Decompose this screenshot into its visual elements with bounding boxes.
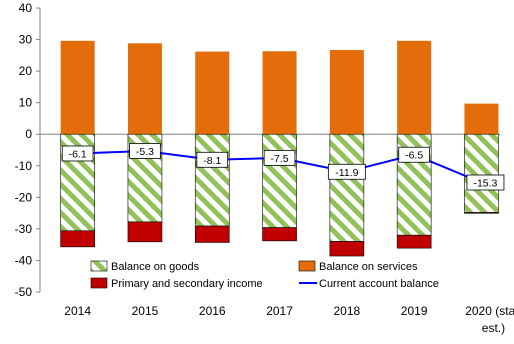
legend-swatch [90, 277, 108, 289]
y-tick-label: -50 [15, 285, 33, 299]
bar-services [60, 40, 95, 135]
legend: Balance on goods Balance on services Prima… [90, 260, 439, 290]
x-tick-label: est.) [482, 321, 505, 335]
bar-services [262, 51, 297, 135]
y-tick-label: -40 [15, 253, 33, 267]
data-label: -7.5 [271, 153, 289, 165]
y-tick-label: 0 [25, 127, 32, 141]
bar-primary-secondary [464, 212, 499, 214]
bar-services [397, 40, 432, 135]
y-tick-label: 30 [19, 33, 33, 47]
y-tick-label: -10 [15, 159, 33, 173]
y-tick-label: -20 [15, 190, 33, 204]
data-label-box [263, 149, 296, 166]
data-label: -11.9 [335, 167, 358, 179]
data-label: -15.3 [473, 178, 497, 190]
legend-label: Primary and secondary income [111, 278, 263, 290]
x-tick-label: 2020 (staff [465, 304, 514, 318]
bar-goods [329, 133, 365, 242]
data-label: -6.5 [405, 150, 423, 162]
bar-primary-secondary [194, 225, 230, 243]
y-tick-label: 40 [19, 1, 33, 15]
x-tick-label: 2014 [64, 304, 91, 318]
bar-layer [60, 40, 499, 257]
data-label-box [129, 143, 161, 159]
bar-services [195, 51, 230, 135]
bar-primary-secondary [329, 241, 365, 257]
bar-goods [262, 133, 297, 228]
legend-label: Balance on goods [111, 261, 200, 273]
legend-swatch [90, 260, 108, 272]
label-layer: -6.1 -5.3 -8.1 -7.5 -11.9 -6.5 -15.3 [61, 143, 505, 191]
data-label-box [61, 145, 94, 162]
bar-primary-secondary [396, 234, 432, 249]
bar-goods [464, 133, 499, 213]
y-tick-label: 20 [19, 64, 33, 78]
axis-layer: -50 -40 -30 -20 -10 0 10 20 30 40 2014 2015 2016 2017… [15, 1, 514, 335]
legend-label: Current account balance [319, 278, 439, 290]
bar-primary-secondary [127, 221, 163, 243]
bar-services [329, 49, 364, 135]
legend-label: Balance on services [319, 261, 418, 273]
x-tick-label: 2019 [401, 304, 428, 318]
data-label-box [327, 163, 366, 180]
y-tick-label: 10 [19, 96, 33, 110]
bar-goods [194, 133, 230, 227]
data-label: -6.1 [69, 148, 87, 160]
legend-swatch [298, 260, 316, 272]
bar-primary-secondary [262, 227, 297, 242]
bar-services [127, 43, 162, 135]
data-label-box [196, 151, 229, 168]
y-tick-label: -30 [15, 222, 33, 236]
bar-services [464, 103, 499, 135]
x-tick-label: 2018 [333, 304, 360, 318]
data-label-box [398, 146, 430, 163]
data-label: -5.3 [136, 146, 154, 158]
data-label: -8.1 [203, 155, 221, 167]
x-tick-label: 2017 [266, 304, 293, 318]
x-tick-label: 2015 [132, 304, 159, 318]
data-label-box [466, 174, 505, 191]
bar-primary-secondary [60, 230, 95, 248]
x-tick-label: 2016 [199, 304, 226, 318]
